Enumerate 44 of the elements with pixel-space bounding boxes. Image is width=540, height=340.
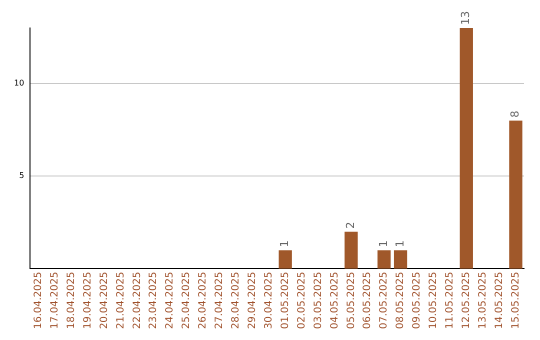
data-label: 13 [459, 11, 472, 25]
x-tick-label: 25.04.2025 [181, 272, 192, 330]
x-tick-label: 08.05.2025 [395, 272, 406, 330]
x-tick-label: 03.05.2025 [312, 272, 324, 330]
x-tick-label: 14.05.2025 [494, 272, 505, 330]
x-tick-label: 23.04.2025 [148, 272, 160, 330]
x-tick-label: 30.04.2025 [263, 272, 274, 330]
x-tick-label: 02.05.2025 [296, 272, 308, 330]
x-tick-label: 22.04.2025 [132, 272, 143, 330]
x-tick-label: 28.04.2025 [230, 272, 242, 330]
x-tick-label: 04.05.2025 [329, 272, 340, 330]
data-label: 1 [278, 240, 292, 248]
y-tick-label: 5 [19, 171, 24, 180]
bar [344, 232, 358, 269]
x-tick-label: 05.05.2025 [346, 272, 357, 330]
x-tick-label: 07.05.2025 [378, 272, 390, 330]
bar [460, 28, 473, 269]
y-tick-label: 10 [14, 78, 24, 88]
x-tick-label: 20.04.2025 [98, 272, 110, 330]
x-tick-label: 11.05.2025 [444, 272, 456, 330]
x-tick-label: 15.05.2025 [510, 272, 522, 330]
x-tick-label: 27.04.2025 [214, 272, 226, 330]
x-tick-label: 29.04.2025 [246, 272, 258, 330]
bar [509, 120, 522, 269]
bar [378, 250, 391, 269]
x-tick-label: 06.05.2025 [362, 272, 374, 330]
x-tick-label: 09.05.2025 [412, 272, 423, 330]
x-tick-label: 24.04.2025 [164, 272, 176, 330]
x-tick-label: 26.04.2025 [198, 272, 209, 330]
x-tick-label: 19.04.2025 [82, 272, 94, 330]
x-tick-label: 12.05.2025 [460, 272, 472, 330]
x-tick-label: 10.05.2025 [428, 272, 440, 330]
bar [278, 250, 292, 269]
x-tick-label: 13.05.2025 [477, 272, 488, 330]
data-label: 1 [376, 240, 390, 248]
data-label: 2 [344, 222, 358, 229]
x-tick-label: 17.04.2025 [49, 272, 60, 330]
data-label: 8 [508, 110, 522, 118]
bar [394, 250, 408, 269]
x-tick-label: 16.04.2025 [33, 272, 44, 330]
x-tick-label: 01.05.2025 [280, 272, 291, 330]
x-tick-label: 18.04.2025 [66, 272, 77, 330]
data-label: 1 [393, 240, 406, 248]
x-tick-label: 21.04.2025 [115, 272, 126, 330]
